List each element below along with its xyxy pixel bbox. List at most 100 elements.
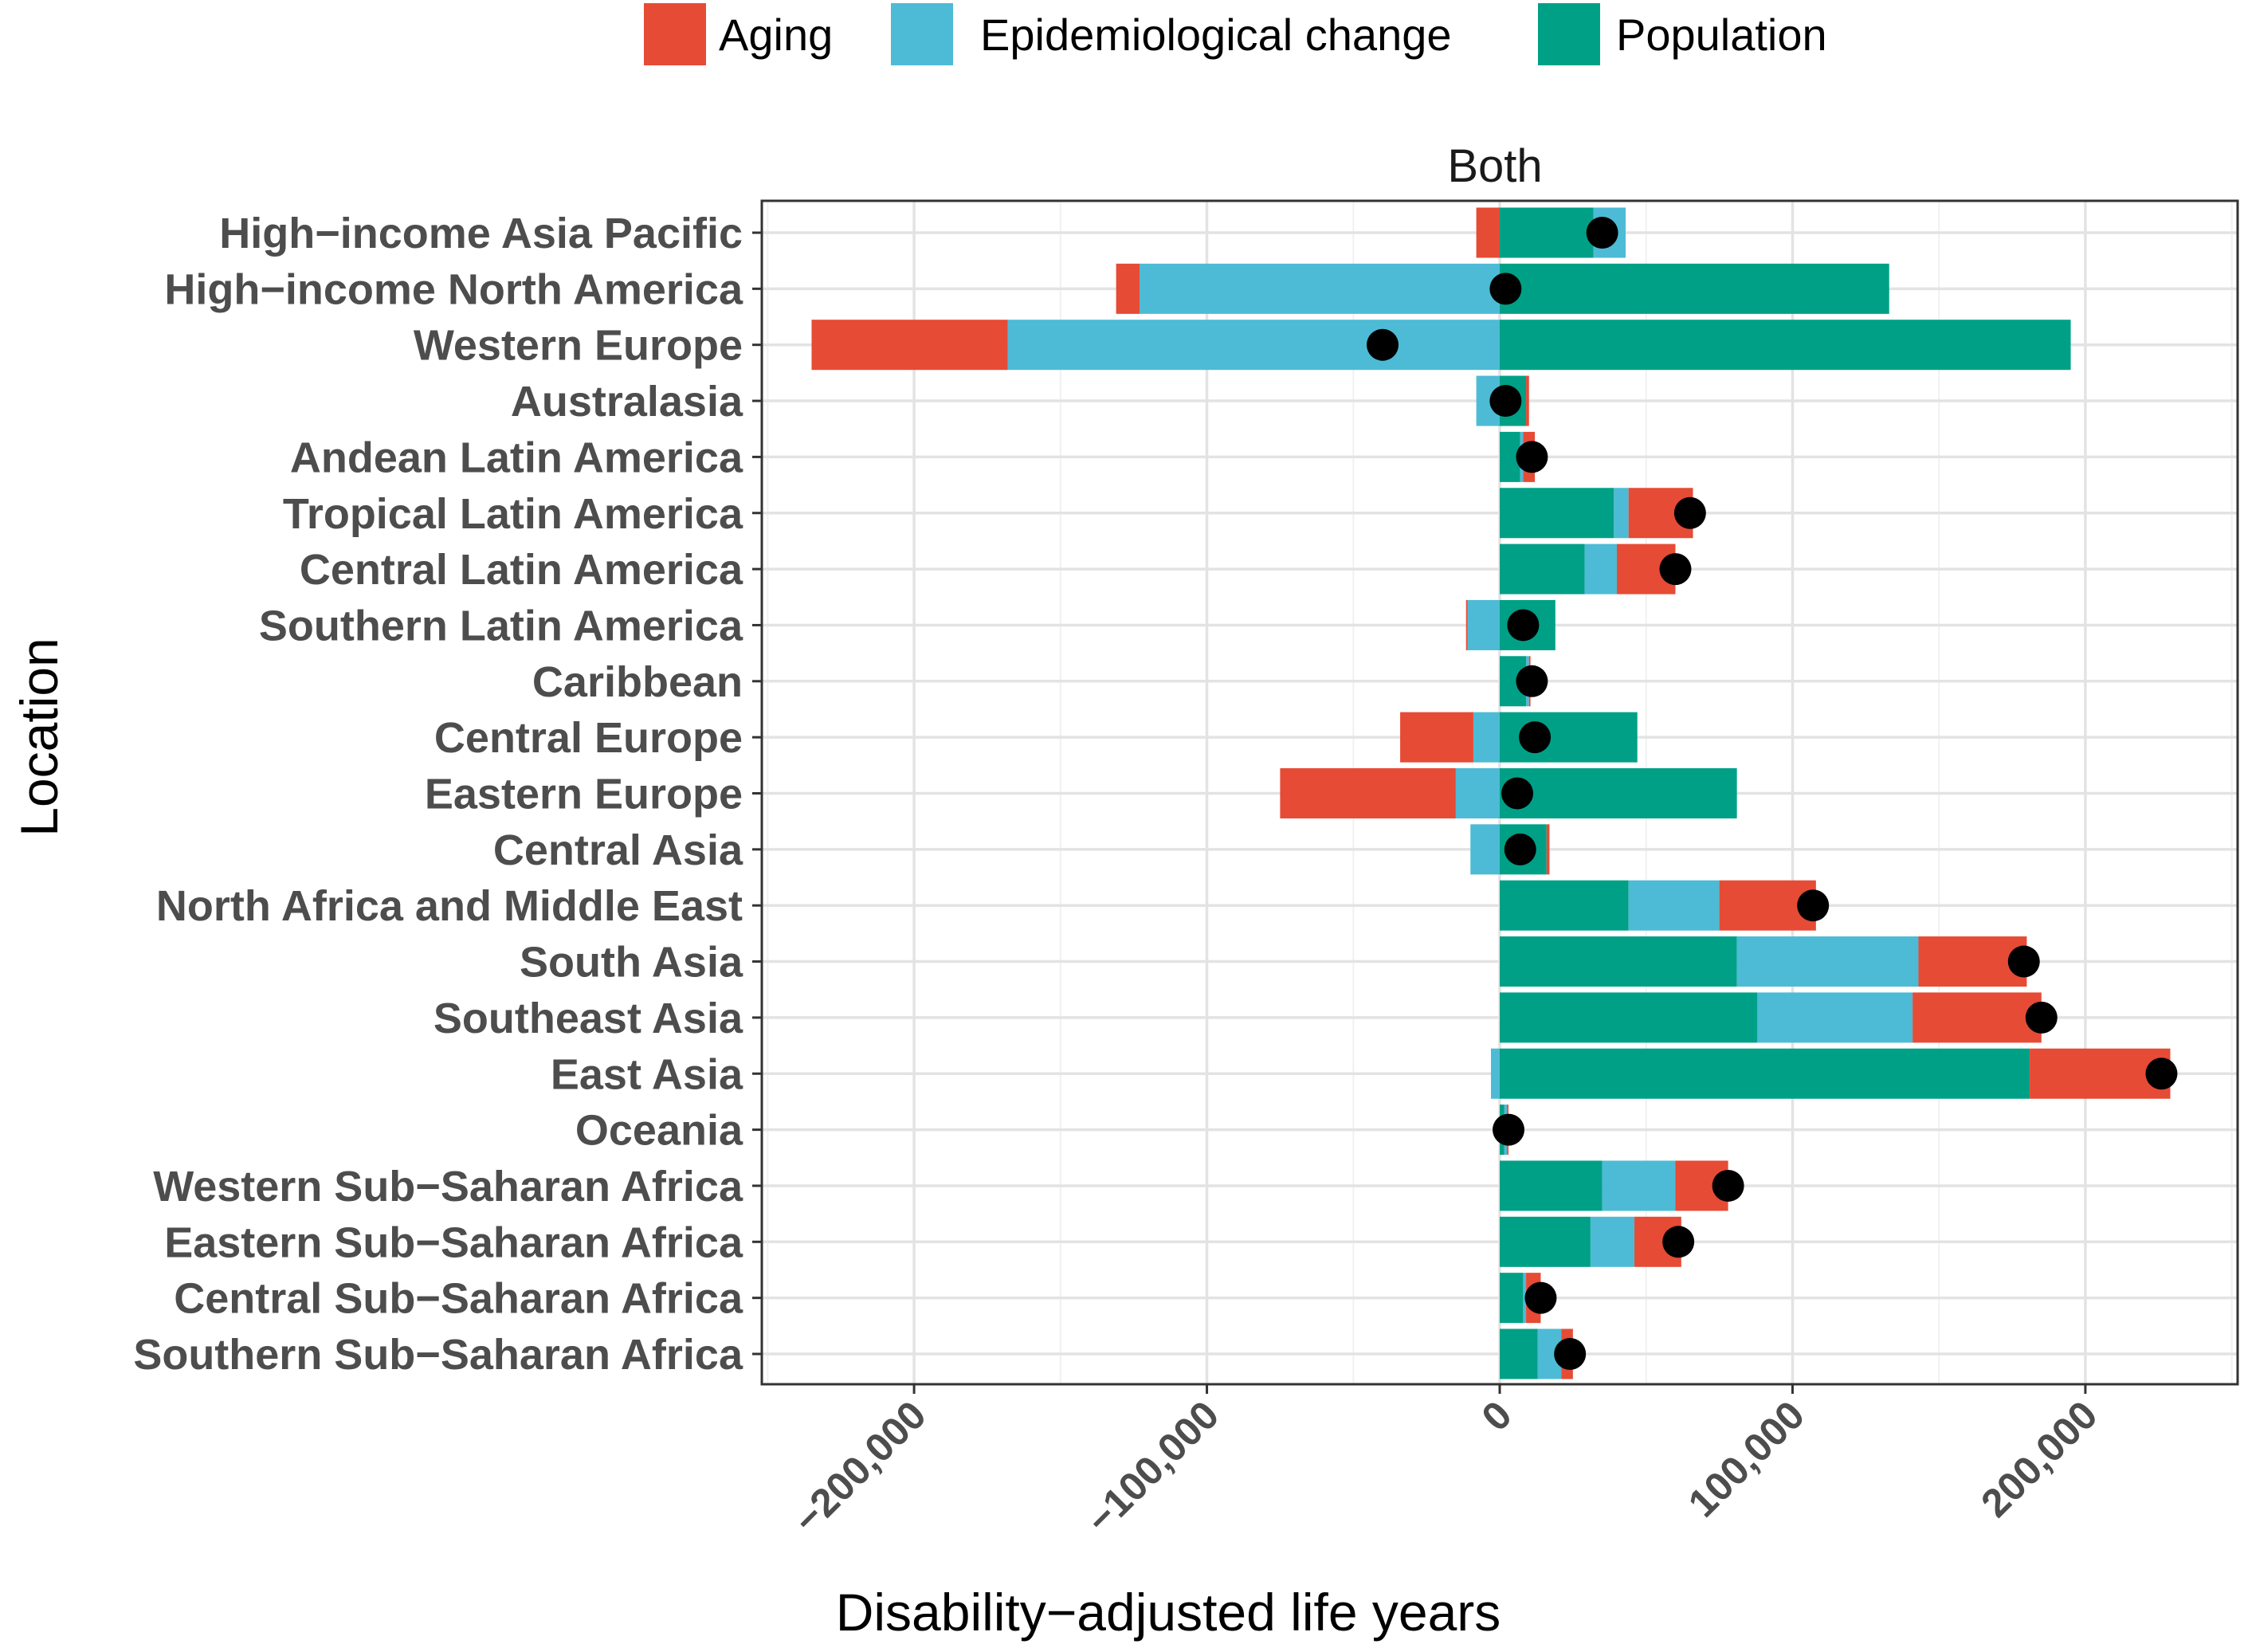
bar-epidemiological-change-western-europe (1007, 320, 1500, 371)
bar-epidemiological-change-north-africa-and-middle-east (1628, 880, 1720, 931)
net-change-point-southeast-asia (2025, 1001, 2058, 1034)
y-tick-label-east-asia: East Asia (551, 1050, 743, 1098)
bar-population-south-asia (1500, 936, 1737, 987)
bar-aging-eastern-europe (1280, 768, 1456, 818)
bar-population-eastern-europe (1500, 768, 1737, 818)
bar-epidemiological-change-western-sub-saharan-africa (1602, 1160, 1676, 1211)
bar-epidemiological-change-east-asia (1490, 1048, 1500, 1099)
y-tick-label-australasia: Australasia (511, 378, 743, 426)
y-tick-label-eastern-europe: Eastern Europe (425, 771, 743, 818)
y-axis-title: Location (10, 638, 69, 837)
bar-epidemiological-change-southeast-asia (1757, 992, 1913, 1043)
y-tick-label-western-europe: Western Europe (414, 322, 743, 370)
x-axis: −200,000 −100,000 0 100,000 200,000 (785, 1384, 2106, 1542)
y-tick-label-central-asia: Central Asia (493, 826, 743, 874)
bar-epidemiological-change-eastern-europe (1455, 768, 1500, 818)
bar-aging-high-income-north-america (1116, 263, 1140, 314)
bar-aging-australasia (1526, 375, 1529, 426)
legend-key-aging (644, 3, 706, 65)
bar-aging-southern-latin-america (1465, 599, 1468, 650)
net-change-point-southern-sub-saharan-africa (1554, 1338, 1587, 1370)
bar-aging-central-asia (1546, 824, 1550, 875)
bar-population-tropical-latin-america (1500, 488, 1614, 539)
bar-epidemiological-change-southern-latin-america (1467, 599, 1500, 650)
bar-epidemiological-change-eastern-sub-saharan-africa (1590, 1216, 1635, 1267)
y-tick-label-caribbean: Caribbean (532, 658, 743, 706)
net-change-point-high-income-north-america (1489, 273, 1522, 305)
y-tick-label-central-latin-america: Central Latin America (300, 546, 743, 594)
net-change-point-andean-latin-america (1516, 441, 1548, 473)
net-change-point-south-asia (2007, 945, 2040, 978)
net-change-point-australasia (1489, 385, 1522, 418)
x-tick-label-4: 200,000 (1972, 1392, 2105, 1525)
bar-epidemiological-change-tropical-latin-america (1614, 488, 1629, 539)
bar-population-southeast-asia (1500, 992, 1758, 1043)
net-change-point-caribbean (1516, 665, 1548, 697)
legend-label-aging: Aging (719, 10, 833, 60)
bar-epidemiological-change-high-income-north-america (1140, 263, 1500, 314)
y-tick-label-southeast-asia: Southeast Asia (434, 995, 743, 1042)
net-change-point-eastern-sub-saharan-africa (1662, 1226, 1695, 1258)
net-change-point-central-asia (1504, 833, 1536, 865)
y-tick-label-oceania: Oceania (575, 1107, 743, 1155)
bar-population-central-sub-saharan-africa (1500, 1273, 1524, 1324)
facet-title: Both (1447, 140, 1542, 192)
y-tick-label-southern-latin-america: Southern Latin America (259, 602, 743, 649)
bar-population-western-sub-saharan-africa (1500, 1160, 1603, 1211)
x-tick-label-1: −100,000 (1077, 1392, 1227, 1542)
y-tick-label-andean-latin-america: Andean Latin America (290, 434, 743, 481)
net-change-points (1367, 217, 2178, 1370)
y-tick-label-central-europe: Central Europe (434, 714, 743, 762)
net-change-point-oceania (1493, 1113, 1525, 1146)
legend: Aging Epidemiological change Population (644, 3, 1827, 65)
bar-population-north-africa-and-middle-east (1500, 880, 1629, 931)
net-change-point-high-income-asia-pacific (1586, 217, 1618, 249)
net-change-point-east-asia (2145, 1058, 2178, 1090)
bars (811, 207, 2171, 1379)
y-tick-label-south-asia: South Asia (520, 939, 743, 987)
net-change-point-western-europe (1367, 328, 1399, 361)
bar-population-high-income-north-america (1500, 263, 1889, 314)
net-change-point-tropical-latin-america (1673, 496, 1706, 529)
net-change-point-north-africa-and-middle-east (1797, 889, 1830, 922)
legend-key-population (1538, 3, 1600, 65)
bar-epidemiological-change-south-asia (1736, 936, 1919, 987)
legend-label-population: Population (1616, 10, 1827, 60)
y-tick-label-high-income-north-america: High−income North America (164, 265, 743, 313)
x-tick-label-3: 100,000 (1680, 1392, 1813, 1525)
x-tick-label-0: −200,000 (785, 1392, 935, 1542)
net-change-point-central-europe (1519, 721, 1552, 754)
bar-aging-high-income-asia-pacific (1476, 207, 1500, 258)
y-tick-label-central-sub-saharan-africa: Central Sub−Saharan Africa (174, 1275, 743, 1323)
net-change-point-western-sub-saharan-africa (1712, 1169, 1744, 1202)
y-axis: High−income Asia Pacific High−income Nort… (133, 210, 762, 1379)
y-tick-label-western-sub-saharan-africa: Western Sub−Saharan Africa (153, 1163, 743, 1211)
bar-epidemiological-change-central-sub-saharan-africa (1523, 1273, 1527, 1324)
y-tick-label-eastern-sub-saharan-africa: Eastern Sub−Saharan Africa (164, 1218, 743, 1266)
x-axis-title: Disability−adjusted life years (836, 1583, 1501, 1642)
y-tick-label-high-income-asia-pacific: High−income Asia Pacific (219, 210, 743, 257)
bar-population-southern-sub-saharan-africa (1500, 1328, 1538, 1379)
bar-epidemiological-change-central-asia (1470, 824, 1500, 875)
net-change-point-central-latin-america (1659, 553, 1692, 586)
y-tick-label-southern-sub-saharan-africa: Southern Sub−Saharan Africa (133, 1331, 743, 1379)
net-change-point-central-sub-saharan-africa (1524, 1281, 1557, 1314)
x-tick-label-2: 0 (1473, 1392, 1520, 1439)
bar-aging-western-europe (811, 320, 1008, 371)
bar-population-western-europe (1500, 320, 2071, 371)
net-change-point-eastern-europe (1501, 777, 1534, 810)
bar-epidemiological-change-central-latin-america (1584, 543, 1617, 594)
bar-population-east-asia (1500, 1048, 2030, 1099)
bar-aging-central-europe (1400, 712, 1473, 763)
legend-label-epidemiological-change: Epidemiological change (980, 10, 1452, 60)
bar-epidemiological-change-central-europe (1473, 712, 1500, 763)
y-tick-label-north-africa-and-middle-east: North Africa and Middle East (156, 882, 743, 930)
net-change-point-southern-latin-america (1507, 609, 1540, 642)
y-tick-label-tropical-latin-america: Tropical Latin America (283, 490, 743, 538)
bar-population-eastern-sub-saharan-africa (1500, 1216, 1591, 1267)
bar-population-high-income-asia-pacific (1500, 207, 1594, 258)
bar-population-central-latin-america (1500, 543, 1585, 594)
legend-key-epidemiological-change (891, 3, 953, 65)
bar-aging-southeast-asia (1912, 992, 2042, 1043)
